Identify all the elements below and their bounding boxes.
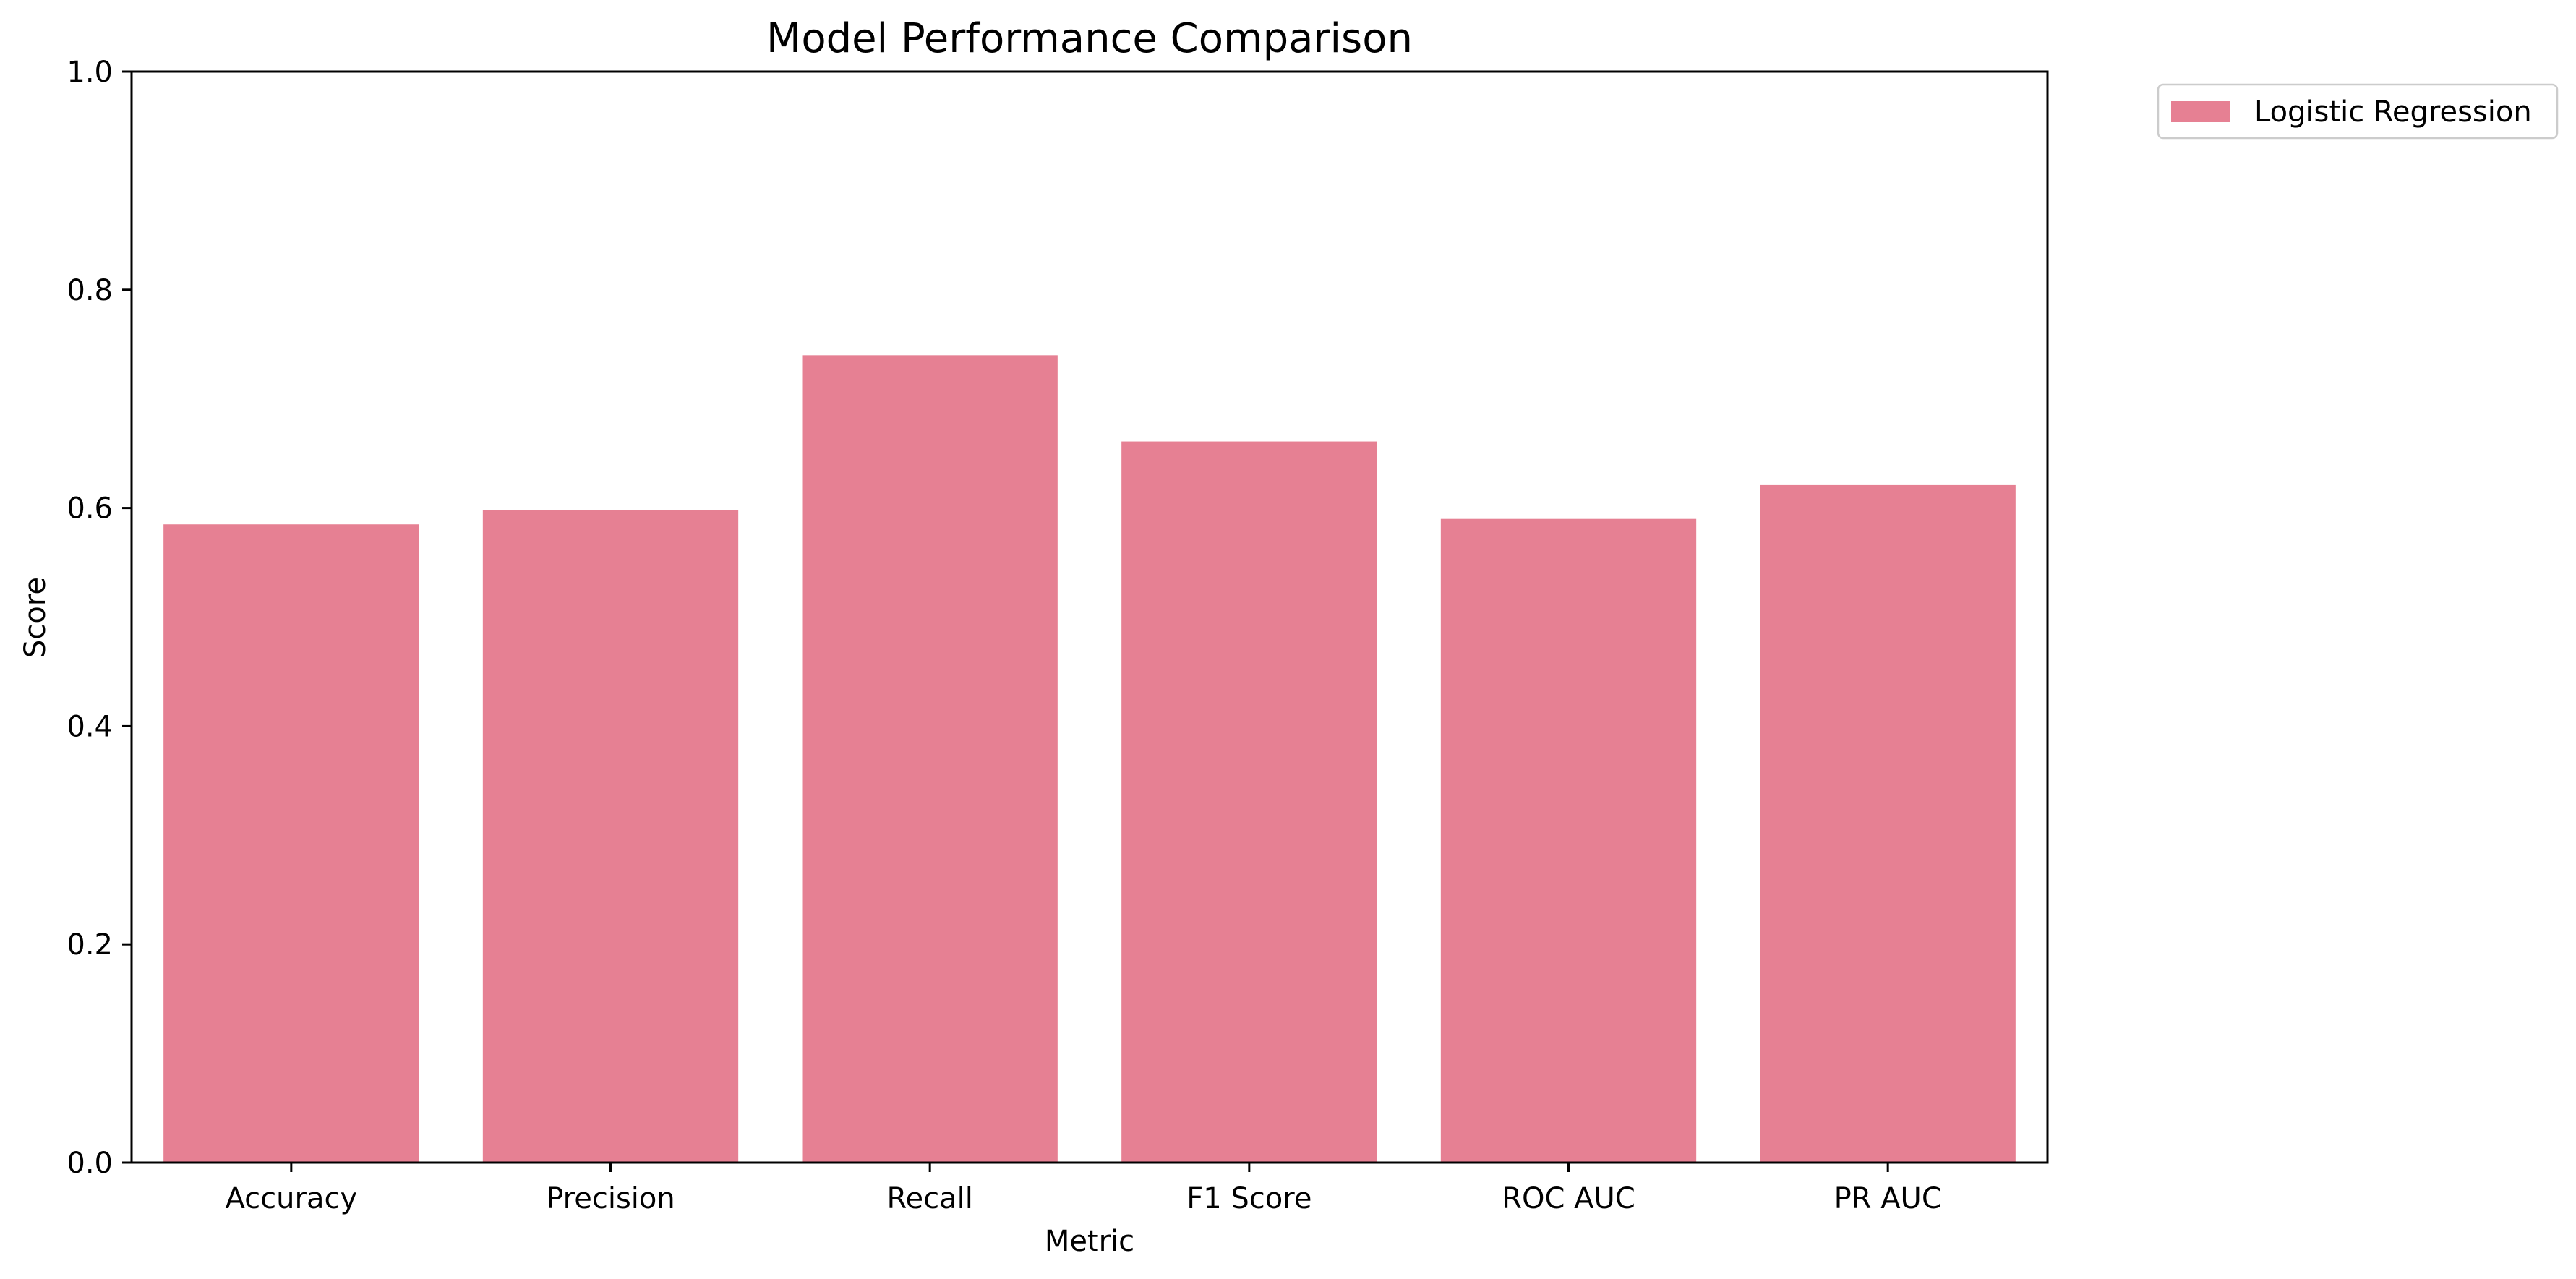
bar-f1-score bbox=[1121, 441, 1377, 1163]
chart-title: Model Performance Comparison bbox=[766, 15, 1413, 62]
legend-label: Logistic Regression bbox=[2254, 95, 2532, 129]
y-tick-label: 0.6 bbox=[67, 492, 113, 526]
bar-accuracy bbox=[163, 524, 419, 1163]
plot-frame bbox=[130, 70, 2049, 1164]
legend-frame bbox=[2157, 83, 2559, 140]
bar-recall bbox=[802, 355, 1058, 1163]
x-axis-label: Metric bbox=[1045, 1225, 1134, 1258]
y-tick-label: 0.4 bbox=[67, 710, 113, 743]
x-tick-label: Recall bbox=[886, 1182, 972, 1215]
y-tick-label: 0.8 bbox=[67, 274, 113, 307]
x-tick-label: Precision bbox=[546, 1182, 675, 1215]
x-axis-ticks: Accuracy Precision Recall F1 Score ROC AUC PR… bbox=[226, 1163, 1942, 1215]
legend-swatch bbox=[2171, 101, 2230, 122]
x-tick-label: F1 Score bbox=[1186, 1182, 1311, 1215]
y-axis-label: Score bbox=[19, 577, 52, 658]
y-tick-label: 1.0 bbox=[67, 56, 113, 89]
legend: Logistic Regression bbox=[2157, 83, 2559, 140]
y-tick-label: 0.2 bbox=[67, 928, 113, 962]
x-tick-label: Accuracy bbox=[226, 1182, 358, 1215]
bars-group bbox=[163, 355, 2016, 1163]
y-tick-label: 0.0 bbox=[67, 1147, 113, 1180]
x-tick-label: PR AUC bbox=[1834, 1182, 1942, 1215]
bar-roc-auc bbox=[1440, 518, 1697, 1163]
bar-pr-auc bbox=[1760, 484, 2016, 1163]
x-tick-label: ROC AUC bbox=[1502, 1182, 1635, 1215]
bar-precision bbox=[482, 510, 739, 1163]
y-axis-ticks: 0.0 0.2 0.4 0.6 0.8 1.0 bbox=[67, 56, 132, 1180]
